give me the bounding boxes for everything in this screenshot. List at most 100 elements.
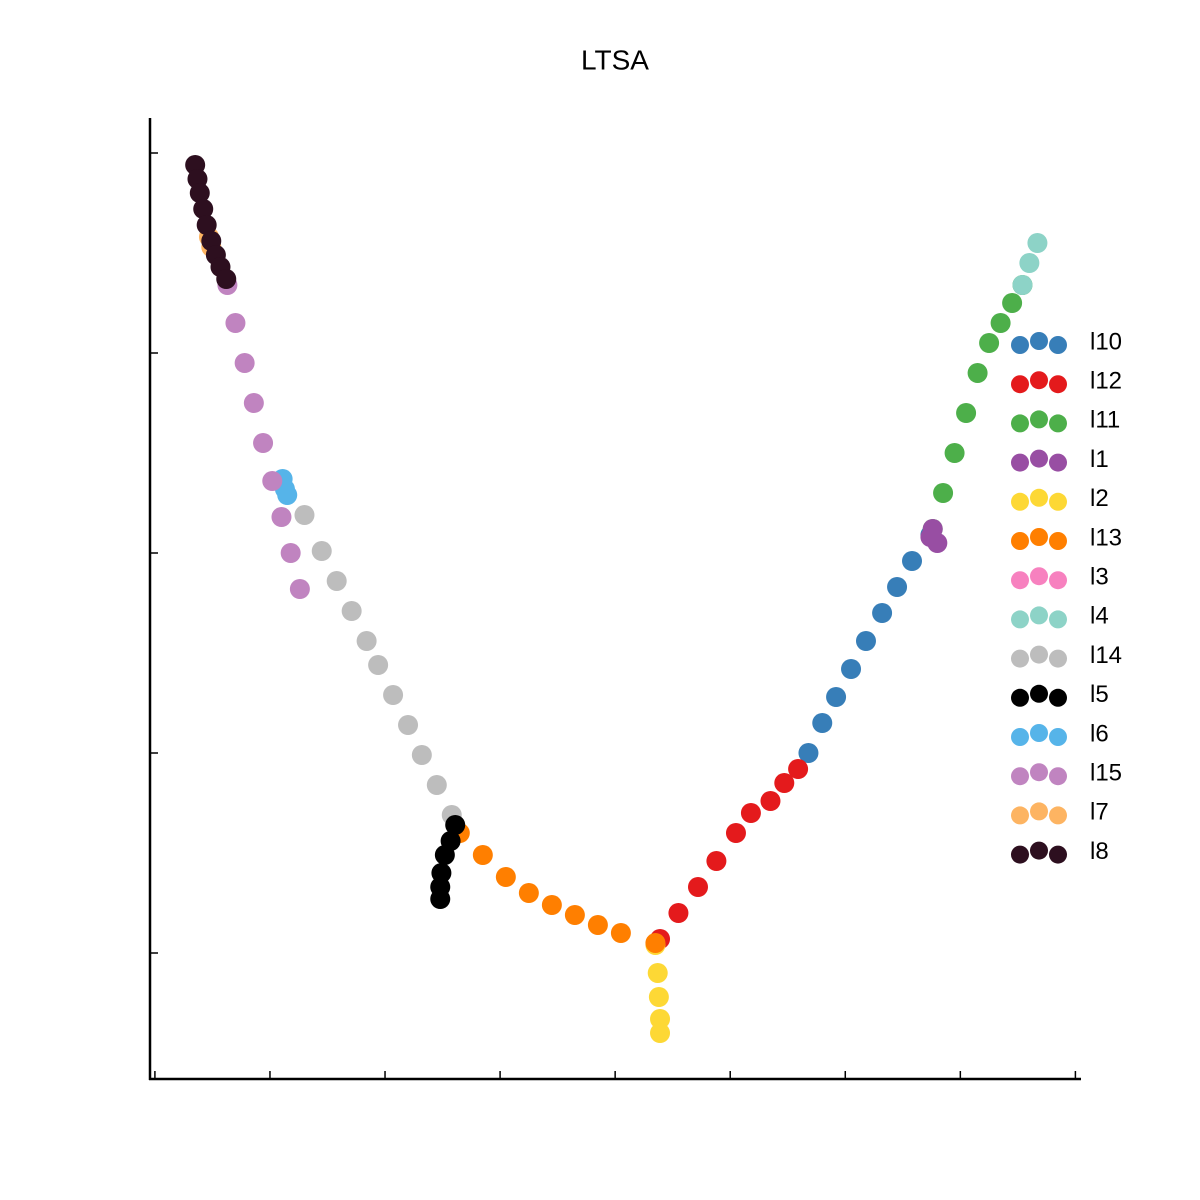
legend-marker (1030, 528, 1048, 546)
legend-label: l8 (1090, 838, 1109, 865)
point (956, 403, 977, 423)
point (426, 775, 447, 795)
point (518, 883, 539, 903)
legend-label: l11 (1090, 407, 1120, 434)
point (356, 631, 377, 651)
point (271, 507, 292, 527)
point (587, 915, 608, 935)
legend-label: l6 (1090, 720, 1109, 747)
legend-marker (1049, 649, 1067, 668)
legend-label: l2 (1090, 485, 1109, 512)
legend-marker (1030, 802, 1048, 821)
point (841, 659, 862, 679)
legend-marker (1011, 845, 1029, 864)
point (341, 601, 362, 621)
point (725, 823, 746, 843)
legend-marker (1030, 371, 1048, 390)
legend-marker (1049, 532, 1067, 550)
legend (1000, 320, 1200, 880)
point (189, 183, 210, 203)
legend-marker (1030, 410, 1048, 429)
legend-marker (1049, 806, 1067, 825)
legend-marker (1030, 841, 1048, 860)
legend-marker (1030, 645, 1048, 664)
point (944, 443, 965, 463)
legend-label: l10 (1090, 328, 1122, 355)
point (760, 791, 781, 811)
legend-marker (1030, 332, 1048, 350)
legend-label: l4 (1090, 603, 1109, 630)
point (887, 577, 908, 597)
point (798, 743, 819, 763)
legend-marker (1011, 806, 1029, 825)
point (225, 313, 246, 333)
legend-marker (1011, 453, 1029, 472)
point (445, 815, 466, 835)
point (411, 745, 432, 765)
legend-marker (1011, 375, 1029, 394)
point (289, 579, 310, 599)
point (294, 505, 315, 525)
point (990, 313, 1011, 333)
legend-marker (1030, 724, 1048, 742)
legend-marker (1011, 688, 1029, 707)
legend-marker (1049, 453, 1067, 472)
legend-marker (1049, 767, 1067, 786)
point (788, 759, 809, 779)
legend-marker (1011, 336, 1029, 354)
point (922, 519, 943, 539)
point (430, 889, 451, 909)
legend-marker (1049, 610, 1067, 629)
point (564, 905, 585, 925)
point (902, 551, 923, 571)
point (1027, 233, 1048, 253)
legend-label: l13 (1090, 524, 1122, 551)
legend-marker (1030, 567, 1048, 586)
point (1002, 293, 1023, 313)
point (262, 471, 283, 491)
point (967, 363, 988, 383)
point (648, 987, 669, 1007)
point (398, 715, 419, 735)
point (812, 713, 833, 733)
legend-marker (1011, 649, 1029, 668)
point (645, 933, 666, 953)
point (196, 215, 217, 235)
legend-marker (1030, 488, 1048, 507)
legend-marker (1049, 336, 1067, 354)
legend-label: l3 (1090, 564, 1109, 591)
legend-marker (1030, 684, 1048, 703)
point (193, 199, 214, 219)
point (253, 433, 274, 453)
point (647, 963, 668, 983)
point (855, 631, 876, 651)
legend-marker (1030, 449, 1048, 468)
legend-marker (1011, 492, 1029, 511)
legend-marker (1049, 414, 1067, 433)
chart-title: LTSA (581, 44, 649, 75)
point (541, 895, 562, 915)
legend-label: l15 (1090, 760, 1122, 787)
legend-label: l1 (1090, 446, 1109, 473)
legend-marker (1049, 845, 1067, 864)
point (1019, 253, 1040, 273)
point (311, 541, 332, 561)
legend-marker (1049, 375, 1067, 394)
legend-marker (1011, 728, 1029, 746)
legend-marker (1011, 414, 1029, 433)
point (277, 485, 298, 505)
legend-label: l12 (1090, 368, 1122, 395)
legend-marker (1049, 728, 1067, 746)
legend-marker (1011, 571, 1029, 590)
legend-marker (1049, 492, 1067, 511)
point (706, 851, 727, 871)
point (872, 603, 893, 623)
legend-marker (1049, 571, 1067, 590)
point (495, 867, 516, 887)
point (933, 483, 954, 503)
point (1012, 275, 1033, 295)
legend-marker (1030, 763, 1048, 782)
legend-marker (1011, 610, 1029, 629)
point (326, 571, 347, 591)
